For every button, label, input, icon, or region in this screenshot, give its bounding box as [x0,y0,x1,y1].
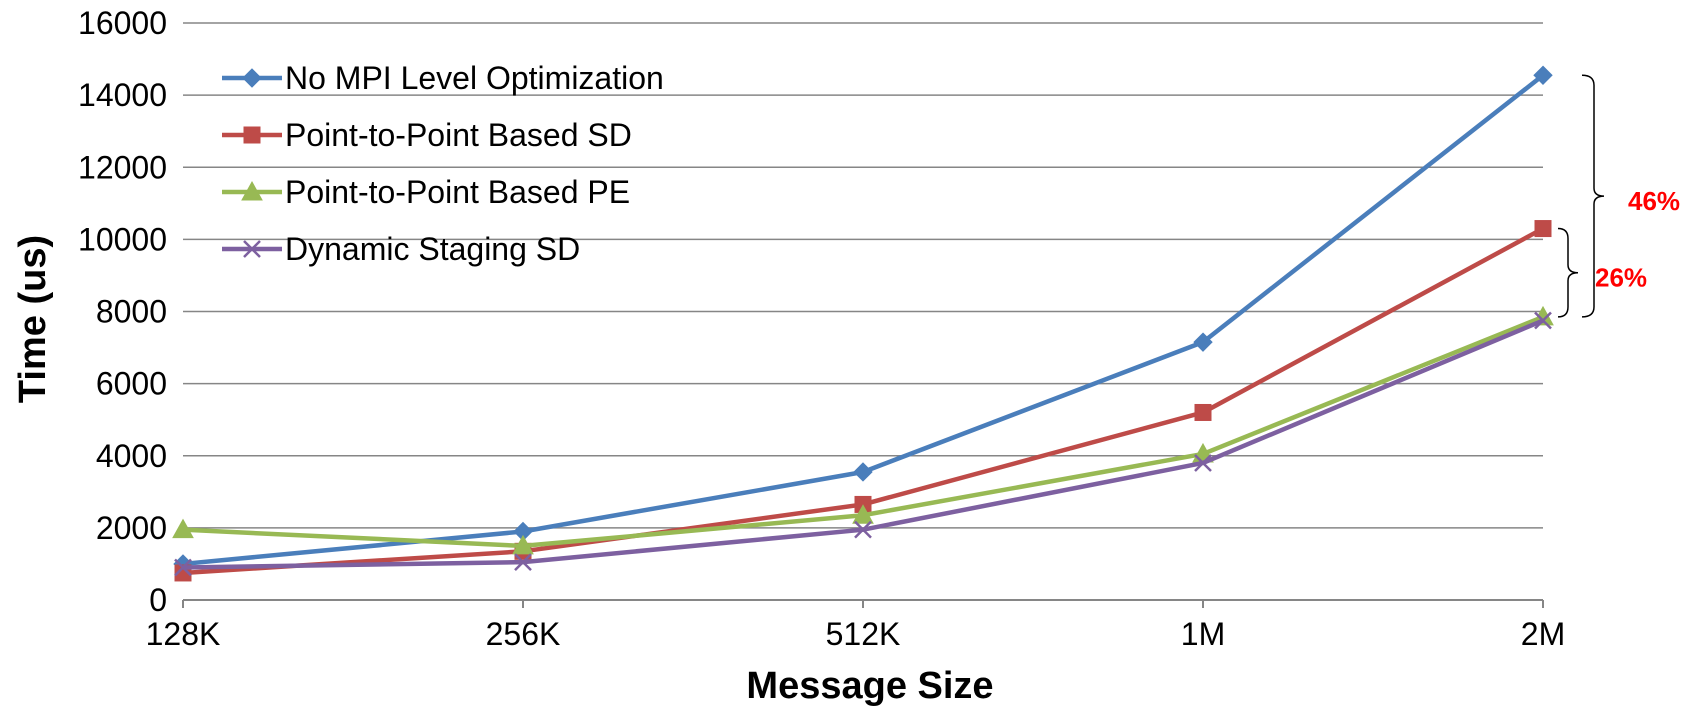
data-point-point-to-point-based-pe [852,504,874,524]
y-tick-label: 16000 [78,5,167,41]
y-tick-label: 12000 [78,149,167,185]
legend-marker [242,68,262,88]
y-tick-label: 14000 [78,77,167,113]
series-dynamic-staging-sd [174,311,1552,577]
annotation-layer: 46% 26% [1557,74,1680,318]
data-point-dynamic-staging-sd [854,520,872,539]
annotation-label: 46% [1628,186,1680,216]
legend-marker [243,240,261,258]
legend-item-dynamic-staging-sd: Dynamic Staging SD [222,231,580,267]
x-tick-label: 128K [146,616,221,652]
brace [1557,227,1579,318]
series-point-to-point-based-sd [174,220,1552,582]
x-tick-label: 256K [486,616,561,652]
y-tick-label: 6000 [96,366,167,402]
annotation-1: 26% [1557,227,1647,318]
legend-label: Point-to-Point Based PE [285,174,630,210]
data-point-no-mpi-level-optimization [1193,332,1213,352]
y-tick-label: 2000 [96,510,167,546]
y-tick-label: 10000 [78,221,167,257]
y-axis-title: Time (us) [12,235,54,403]
data-point-point-to-point-based-sd [1194,403,1212,421]
x-tick-label: 2M [1521,616,1565,652]
data-point-dynamic-staging-sd [514,553,532,572]
legend-item-no-mpi-level-optimization: No MPI Level Optimization [222,60,664,96]
legend-label: Dynamic Staging SD [285,231,580,267]
data-point-dynamic-staging-sd [174,558,192,577]
y-tick-label: 0 [149,582,167,618]
series-layer [172,65,1554,582]
legend-label: Point-to-Point Based SD [285,117,632,153]
y-tick-label: 4000 [96,438,167,474]
legend: No MPI Level Optimization Point-to-Point … [222,60,664,267]
annotation-label: 26% [1595,263,1647,293]
data-point-dynamic-staging-sd [1534,311,1552,330]
legend-marker [241,180,263,201]
y-tick-label: 8000 [96,294,167,330]
legend-item-point-to-point-based-pe: Point-to-Point Based PE [222,174,630,210]
data-point-dynamic-staging-sd [1194,454,1212,472]
data-point-no-mpi-level-optimization [853,462,873,482]
x-tick-label: 1M [1181,616,1225,652]
legend-label: No MPI Level Optimization [285,60,664,96]
annotation-0: 46% [1581,74,1680,318]
axis-layer: 0 2000 4000 6000 8000 10000 12000 14000 16000 128… [78,5,1565,652]
data-point-point-to-point-based-pe [172,518,194,539]
data-point-no-mpi-level-optimization [1533,65,1553,85]
legend-marker [243,126,261,144]
data-point-point-to-point-based-sd [1534,220,1552,238]
data-point-point-to-point-based-pe [512,534,534,555]
x-tick-label: 512K [826,616,901,652]
brace [1581,74,1605,318]
grid-layer [183,22,1543,529]
series-point-to-point-based-pe [172,305,1554,555]
x-axis-title: Message Size [746,665,993,707]
legend-item-point-to-point-based-sd: Point-to-Point Based SD [222,117,632,153]
